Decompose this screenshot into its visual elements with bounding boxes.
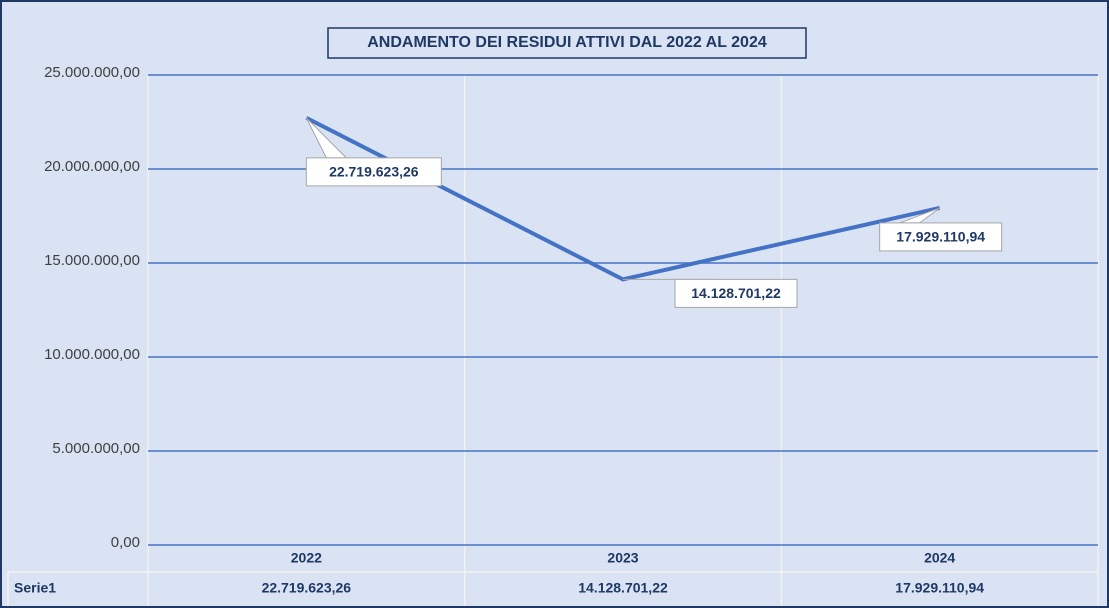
data-label: 14.128.701,22 bbox=[691, 285, 781, 301]
title-box bbox=[327, 27, 807, 59]
chart-title: ANDAMENTO DEI RESIDUI ATTIVI DAL 2022 AL… bbox=[367, 34, 767, 51]
y-tick-label: 15.000.000,00 bbox=[44, 252, 140, 269]
data-label: 22.719.623,26 bbox=[329, 164, 419, 180]
y-tick-label: 25.000.000,00 bbox=[44, 64, 140, 81]
label-box bbox=[305, 157, 442, 187]
y-tick-label: 10.000.000,00 bbox=[44, 346, 140, 363]
y-tick-label: 0,00 bbox=[111, 534, 140, 551]
y-tick-label: 20.000.000,00 bbox=[44, 158, 140, 175]
label-box bbox=[674, 278, 798, 308]
table-series-name: Serie1 bbox=[14, 580, 56, 596]
table-value: 17.929.110,94 bbox=[895, 580, 984, 596]
x-tick-label: 2024 bbox=[924, 550, 955, 566]
table-value: 14.128.701,22 bbox=[578, 580, 668, 596]
data-label: 17.929.110,94 bbox=[896, 229, 985, 245]
x-tick-label: 2023 bbox=[607, 550, 638, 566]
table-value: 22.719.623,26 bbox=[262, 580, 352, 596]
y-tick-label: 5.000.000,00 bbox=[52, 440, 140, 457]
label-box bbox=[879, 222, 1003, 252]
x-tick-label: 2022 bbox=[291, 550, 322, 566]
